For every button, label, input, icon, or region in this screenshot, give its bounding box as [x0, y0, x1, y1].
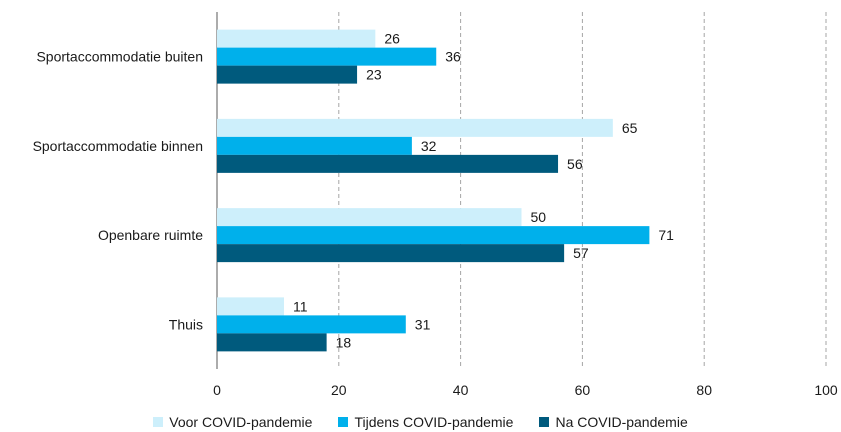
legend-item-tijdens: Tijdens COVID-pandemie — [338, 412, 513, 432]
value-label-0-2: 23 — [366, 67, 382, 83]
legend-swatch-na — [539, 417, 550, 427]
bar-0-0 — [217, 29, 376, 48]
value-label-1-2: 56 — [567, 156, 583, 172]
category-label-2: Openbare ruimte — [98, 227, 203, 243]
bar-1-1 — [217, 136, 412, 155]
value-label-3-1: 31 — [415, 316, 431, 332]
bar-3-2 — [217, 333, 327, 352]
legend-item-voor: Voor COVID-pandemie — [153, 412, 312, 432]
x-tick-label-60: 60 — [575, 382, 591, 398]
legend-swatch-tijdens — [338, 417, 349, 427]
bar-0-2 — [217, 65, 358, 84]
x-tick-label-40: 40 — [453, 382, 469, 398]
value-label-2-0: 50 — [531, 209, 547, 225]
x-tick-label-20: 20 — [331, 382, 347, 398]
value-label-3-0: 11 — [293, 298, 308, 314]
bar-3-1 — [217, 315, 406, 334]
bar-1-0 — [217, 118, 613, 137]
legend-label-na: Na COVID-pandemie — [555, 414, 688, 430]
bar-0-1 — [217, 47, 437, 66]
x-tick-label-0: 0 — [213, 382, 221, 398]
x-tick-label-80: 80 — [696, 382, 712, 398]
legend-item-na: Na COVID-pandemie — [539, 412, 688, 432]
bar-2-1 — [217, 226, 650, 245]
category-label-1: Sportaccommodatie binnen — [33, 138, 203, 154]
legend-label-tijdens: Tijdens COVID-pandemie — [354, 414, 514, 430]
bar-2-0 — [217, 208, 522, 227]
bar-1-2 — [217, 154, 559, 173]
bar-chart: 0 20 40 60 80 100 26 36 23 Sportaccommodatie buit… — [33, 12, 838, 398]
value-label-1-0: 65 — [622, 120, 638, 136]
legend-label-voor: Voor COVID-pandemie — [169, 414, 313, 430]
value-label-2-2: 57 — [573, 245, 589, 261]
bar-2-2 — [217, 244, 565, 263]
value-label-0-1: 36 — [445, 49, 461, 65]
legend-swatch-voor — [153, 417, 164, 427]
bar-3-0 — [217, 297, 284, 316]
category-label-0: Sportaccommodatie buiten — [36, 49, 203, 65]
category-label-3: Thuis — [169, 316, 203, 332]
value-label-2-1: 71 — [658, 227, 674, 243]
x-tick-label-100: 100 — [814, 382, 838, 398]
value-label-1-1: 32 — [421, 138, 437, 154]
value-label-3-2: 18 — [336, 334, 352, 350]
legend: Voor COVID-pandemie Tijdens COVID-pandem… — [0, 412, 841, 432]
value-label-0-0: 26 — [384, 31, 400, 47]
